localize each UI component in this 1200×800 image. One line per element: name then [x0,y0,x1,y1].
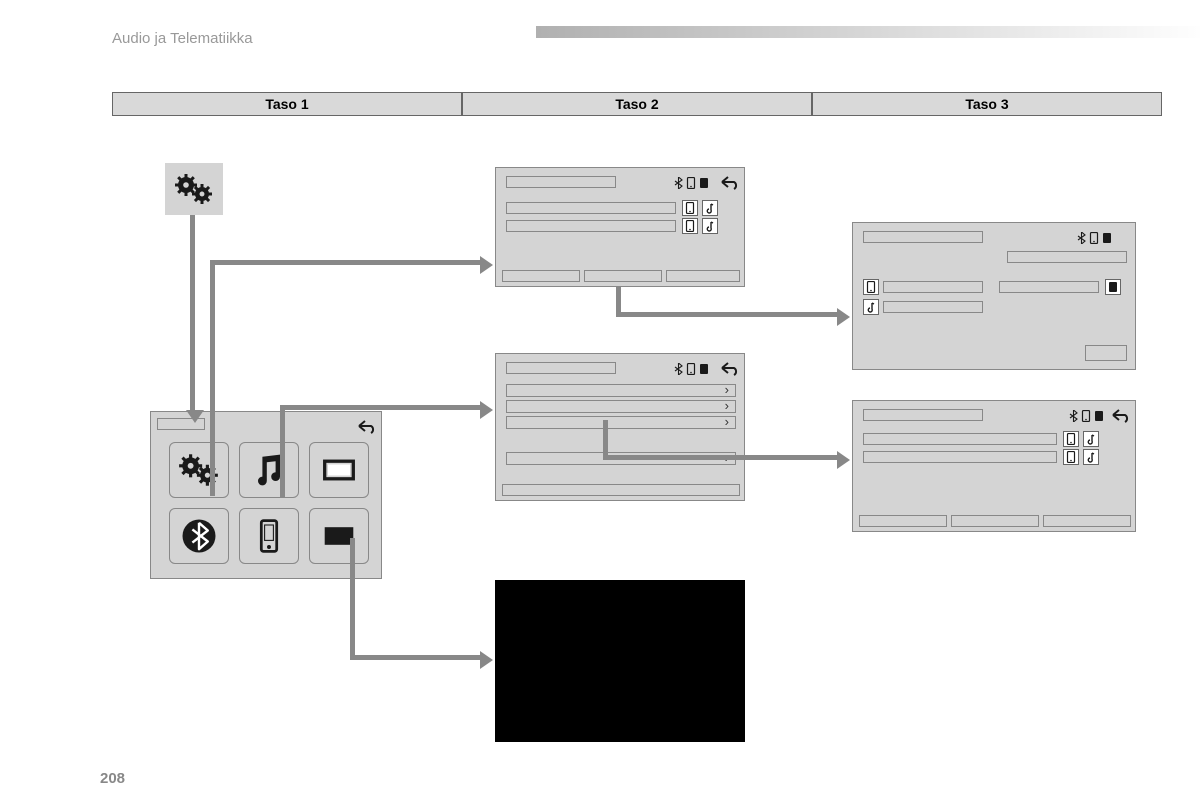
bluetooth-to-t2top-seg [210,260,215,496]
pair-l-bar-0 [883,281,983,293]
func-btn-0-0[interactable] [1063,431,1079,447]
bottom-bar [502,484,740,496]
pairing-panel [852,222,1136,370]
header-gradient [536,26,1200,38]
bottom-tab-2 [1043,515,1131,527]
bottom-tab-1 [584,270,662,282]
level-header-row: Taso 1 Taso 2 Taso 3 [112,92,1162,116]
bluetooth-to-t2top-head [480,256,493,274]
display-dark-icon-button[interactable] [309,508,369,564]
status-icons [674,362,709,380]
gears-icon-button[interactable] [169,442,229,498]
pair-l-icon-1[interactable] [863,299,879,315]
gears-tile[interactable] [165,163,223,215]
device-functions-panel [852,400,1136,532]
pair-l-icon-0[interactable] [863,279,879,295]
list-row-2: › [506,416,736,429]
bt-devices-panel [495,167,745,287]
status-icons [1069,409,1104,427]
device-row-1 [506,220,676,232]
pair-r-bar-0 [999,281,1099,293]
music-icon-button[interactable] [239,442,299,498]
chevron-icon: › [725,414,729,429]
bottom-tab-2 [666,270,740,282]
title-bar [863,409,983,421]
bluetooth-to-t2top-seg [210,260,485,265]
func-row-1 [863,451,1057,463]
darkdisplay-to-black-seg [350,538,355,660]
darkdisplay-to-black-seg [350,655,485,660]
row-btn-1-1[interactable] [702,218,718,234]
back-icon[interactable] [720,176,738,195]
corner-btn [1085,345,1127,361]
pair-l-bar-1 [883,301,983,313]
chevron-icon: › [725,398,729,413]
t2mid-to-t3bot-seg [603,455,842,460]
phone-to-t2mid-seg [280,405,485,410]
title-bar [506,362,616,374]
page-title: Audio ja Telematiikka [112,30,253,47]
status-icons [1077,231,1112,249]
bluetooth-icon-button[interactable] [169,508,229,564]
func-row-0 [863,433,1057,445]
bottom-tab-0 [859,515,947,527]
level-3-cell: Taso 3 [812,92,1162,116]
list-row-1: › [506,400,736,413]
phone-to-t2mid-head [480,401,493,419]
sub-bar [1007,251,1127,263]
status-icons [674,176,709,194]
darkdisplay-to-black-head [480,651,493,669]
settings-panel [150,411,382,579]
pair-r-icon-0[interactable] [1105,279,1121,295]
page-number: 208 [100,770,125,787]
phone-icon-button[interactable] [239,508,299,564]
level-2-cell: Taso 2 [462,92,812,116]
row-btn-0-0[interactable] [682,200,698,216]
t2mid-to-t3bot-head [837,451,850,469]
gears-to-settings-seg [190,215,195,415]
gears-to-settings-head [186,410,204,423]
t2mid-to-t3bot-seg [603,420,608,460]
title-bar [863,231,983,243]
func-btn-1-1[interactable] [1083,449,1099,465]
phone-list-panel: ›››› [495,353,745,501]
bottom-tab-1 [951,515,1039,527]
t2top-to-t3top-seg [616,312,842,317]
level-1-cell: Taso 1 [112,92,462,116]
back-icon[interactable] [1111,409,1129,428]
phone-to-t2mid-seg [280,405,285,497]
row-btn-0-1[interactable] [702,200,718,216]
func-btn-1-0[interactable] [1063,449,1079,465]
display-icon-button[interactable] [309,442,369,498]
device-row-0 [506,202,676,214]
title-bar [506,176,616,188]
back-icon[interactable] [357,420,375,439]
func-btn-0-1[interactable] [1083,431,1099,447]
list-row-0: › [506,384,736,397]
t2top-to-t3top-head [837,308,850,326]
bottom-tab-0 [502,270,580,282]
chevron-icon: › [725,382,729,397]
back-icon[interactable] [720,362,738,381]
black-screen-panel [495,580,745,742]
row-btn-1-0[interactable] [682,218,698,234]
